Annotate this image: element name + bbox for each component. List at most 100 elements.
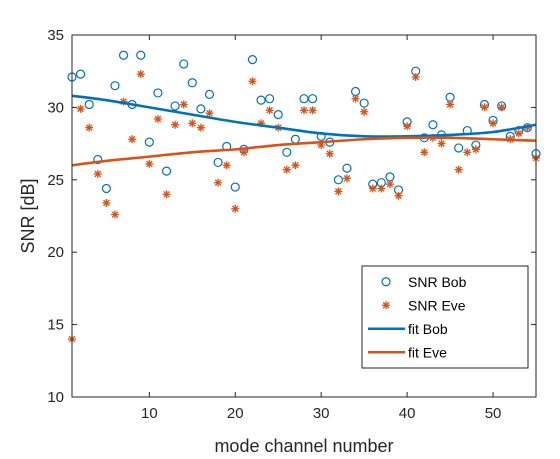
- point-snr-eve: [446, 100, 455, 109]
- series-fit-bob: [71, 94, 537, 138]
- point-snr-eve: [368, 184, 377, 193]
- y-tick-label: 30: [47, 99, 64, 116]
- point-snr-bob: [118, 50, 129, 60]
- point-snr-bob: [256, 95, 266, 105]
- x-tick-label: 50: [485, 405, 502, 422]
- axes: 10 20 30 40 50 10 15 20 25 30 35: [47, 27, 537, 422]
- y-tick-label: 35: [47, 27, 64, 44]
- point-snr-eve: [282, 165, 291, 174]
- point-snr-bob: [136, 50, 146, 60]
- point-snr-eve: [196, 123, 205, 132]
- point-snr-eve: [463, 148, 472, 157]
- point-snr-bob: [333, 175, 343, 185]
- series-fit-eve: [71, 136, 537, 167]
- y-tick-label: 10: [47, 389, 64, 406]
- point-snr-eve: [291, 161, 300, 170]
- x-tick-label: 10: [141, 405, 158, 422]
- point-snr-eve: [308, 106, 317, 115]
- x-axis-label: mode channel number: [214, 436, 393, 456]
- point-snr-eve: [128, 135, 137, 144]
- legend: SNR Bob SNR Eve fit Bob fit Eve: [361, 265, 529, 369]
- point-snr-bob: [247, 55, 258, 65]
- point-snr-bob: [204, 89, 215, 99]
- point-snr-eve: [385, 180, 394, 189]
- point-snr-eve: [360, 107, 369, 116]
- point-snr-eve: [93, 170, 102, 179]
- point-snr-bob: [161, 166, 172, 176]
- point-snr-eve: [102, 198, 111, 207]
- point-snr-eve: [265, 106, 274, 115]
- point-snr-eve: [85, 123, 94, 132]
- point-snr-eve: [454, 165, 463, 174]
- point-snr-eve: [489, 119, 498, 128]
- point-snr-bob: [196, 104, 206, 114]
- point-snr-bob: [170, 101, 180, 111]
- point-snr-bob: [101, 183, 111, 194]
- point-snr-bob: [454, 143, 464, 153]
- legend-marker: [381, 277, 391, 287]
- point-snr-bob: [265, 94, 275, 104]
- point-snr-bob: [342, 163, 352, 173]
- point-snr-bob: [428, 120, 438, 130]
- point-snr-eve: [214, 178, 223, 187]
- point-snr-eve: [171, 120, 180, 129]
- point-snr-eve: [471, 145, 480, 154]
- point-snr-bob: [93, 154, 103, 165]
- point-snr-bob: [75, 69, 86, 79]
- point-snr-eve: [480, 103, 489, 112]
- point-snr-eve: [342, 174, 351, 183]
- legend-item-fit-bob: fit Bob: [368, 321, 448, 337]
- point-snr-bob: [359, 98, 369, 108]
- point-snr-bob: [213, 157, 223, 168]
- y-axis-label: SNR [dB]: [18, 178, 38, 253]
- legend-item-fit-eve: fit Eve: [368, 344, 447, 360]
- x-tick-label: 40: [399, 405, 416, 422]
- axes-box: [71, 34, 537, 398]
- point-snr-bob: [230, 182, 240, 192]
- legend-label: fit Bob: [408, 321, 448, 337]
- point-snr-bob: [153, 88, 163, 98]
- point-snr-eve: [153, 114, 162, 123]
- x-tick-label: 20: [227, 405, 244, 422]
- point-snr-eve: [110, 210, 119, 219]
- point-snr-eve: [179, 100, 188, 109]
- point-snr-eve: [222, 161, 231, 170]
- point-snr-eve: [351, 94, 360, 103]
- point-snr-bob: [273, 110, 283, 120]
- point-snr-eve: [411, 72, 420, 81]
- point-snr-eve: [497, 103, 506, 112]
- point-snr-eve: [231, 204, 240, 213]
- legend-label: SNR Bob: [408, 274, 467, 290]
- point-snr-eve: [334, 187, 343, 196]
- point-snr-eve: [300, 106, 308, 115]
- point-snr-bob: [307, 94, 318, 104]
- legend-label: fit Eve: [408, 344, 447, 360]
- point-snr-eve: [136, 70, 145, 79]
- line-fit-bob: [71, 94, 537, 138]
- legend-item-snr-eve: SNR Eve: [382, 297, 466, 313]
- y-tick-label: 15: [47, 317, 64, 334]
- point-snr-eve: [76, 104, 85, 113]
- point-snr-eve: [325, 149, 334, 158]
- point-snr-bob: [144, 137, 154, 147]
- point-snr-eve: [188, 119, 197, 128]
- legend-label: SNR Eve: [408, 297, 466, 313]
- point-snr-eve: [437, 139, 446, 148]
- point-snr-bob: [187, 78, 197, 88]
- point-snr-eve: [377, 184, 386, 193]
- x-tick-label: 30: [313, 405, 330, 422]
- legend-item-snr-bob: SNR Bob: [381, 274, 467, 290]
- point-snr-bob: [84, 99, 94, 110]
- y-tick-label: 20: [47, 244, 64, 261]
- point-snr-eve: [403, 122, 412, 131]
- point-snr-eve: [145, 159, 154, 168]
- y-tick-label: 25: [47, 172, 64, 189]
- point-snr-eve: [394, 191, 403, 200]
- legend-marker: [382, 301, 390, 310]
- point-snr-eve: [420, 148, 429, 157]
- plot-area: [67, 50, 541, 344]
- series-snr-bob: [67, 50, 541, 195]
- point-snr-eve: [205, 109, 214, 118]
